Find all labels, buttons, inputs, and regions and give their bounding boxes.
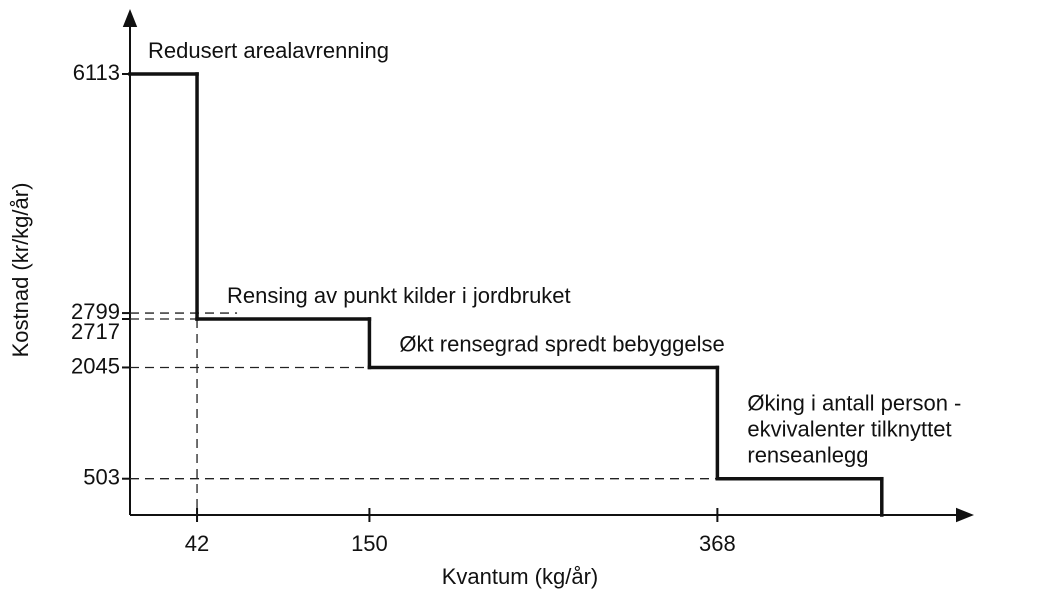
- y-tick-label: 2717: [71, 319, 120, 344]
- x-axis-label: Kvantum (kg/år): [442, 564, 599, 589]
- annotation: ekvivalenter tilknyttet: [747, 417, 951, 442]
- annotation: Rensing av punkt kilder i jordbruket: [227, 283, 571, 308]
- annotation: Økt rensegrad spredt bebyggelse: [399, 331, 724, 356]
- x-tick-label: 368: [699, 531, 736, 556]
- y-tick-label: 2799: [71, 299, 120, 324]
- x-tick-label: 150: [351, 531, 388, 556]
- y-axis-label: Kostnad (kr/kg/år): [8, 183, 33, 358]
- y-tick-label: 2045: [71, 353, 120, 378]
- annotation: renseanlegg: [747, 443, 868, 468]
- annotation: Øking i antall person -: [747, 391, 961, 416]
- y-tick-label: 503: [83, 465, 120, 490]
- y-tick-label: 6113: [73, 60, 120, 85]
- x-tick-label: 42: [185, 531, 209, 556]
- annotation: Redusert arealavrenning: [148, 38, 389, 63]
